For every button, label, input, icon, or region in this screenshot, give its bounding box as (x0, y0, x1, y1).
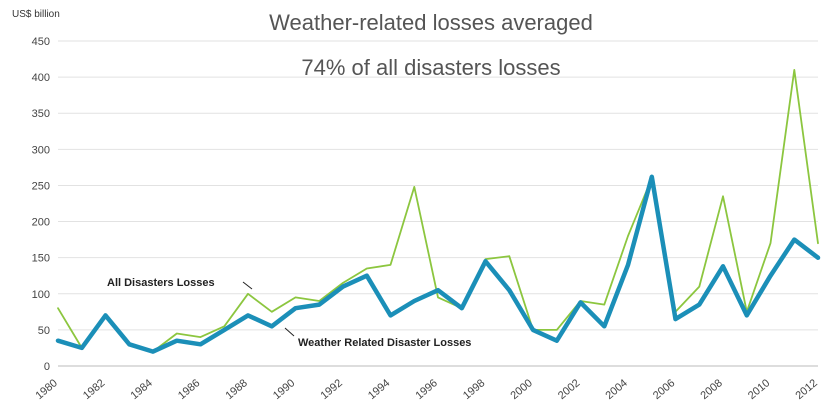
annotation-all-disasters: All Disasters Losses (107, 277, 215, 289)
y-tick-label: 100 (32, 289, 50, 301)
gridlines (58, 40, 818, 367)
y-tick-label: 150 (32, 253, 50, 265)
x-tick-label: 2012 (793, 377, 819, 401)
series-line-all-disasters (57, 69, 819, 353)
y-tick-label: 200 (32, 217, 50, 229)
x-tick-label: 2002 (556, 377, 582, 401)
x-tick-label: 2000 (508, 377, 534, 401)
y-tick-label: 0 (44, 361, 50, 373)
annotation-leader-all (242, 281, 253, 290)
x-tick-label: 1998 (461, 377, 487, 401)
y-tick-label: 400 (32, 72, 50, 84)
x-tick-label: 1996 (413, 377, 439, 401)
x-tick-label: 2010 (746, 377, 772, 401)
x-tick-label: 1986 (176, 377, 202, 401)
y-tick-label: 250 (32, 180, 50, 192)
x-tick-label: 1992 (318, 377, 344, 401)
y-tick-label: 300 (32, 144, 50, 156)
series-lines (55, 69, 821, 354)
series-line-weather-related (55, 174, 821, 354)
chart-title: Weather-related losses averaged (269, 10, 593, 35)
x-tick-label: 1984 (128, 377, 154, 401)
x-axis-ticks: 1980 1982 1984 1986 1988 1990 1992 1994 1996 1998… (33, 377, 819, 401)
x-tick-label: 2004 (603, 377, 629, 401)
y-tick-label: 450 (32, 36, 50, 48)
x-tick-label: 1982 (81, 377, 107, 401)
annotation-weather-related: Weather Related Disaster Losses (298, 337, 471, 349)
x-tick-label: 1994 (366, 377, 392, 401)
series-annotations: All Disasters Losses Weather Related Dis… (107, 277, 471, 349)
annotation-leader-weather (284, 327, 295, 337)
y-axis-ticks: 0 50 100 150 200 250 300 350 400 450 (32, 36, 50, 373)
x-tick-label: 2008 (698, 377, 724, 401)
y-axis-unit-label: US$ billion (12, 9, 60, 20)
y-tick-label: 50 (38, 325, 50, 337)
x-tick-label: 1980 (33, 377, 59, 401)
y-tick-label: 350 (32, 108, 50, 120)
x-tick-label: 1988 (223, 377, 249, 401)
x-tick-label: 1990 (271, 377, 297, 401)
x-tick-label: 2006 (651, 377, 677, 401)
chart-subtitle: 74% of all disasters losses (301, 55, 560, 80)
